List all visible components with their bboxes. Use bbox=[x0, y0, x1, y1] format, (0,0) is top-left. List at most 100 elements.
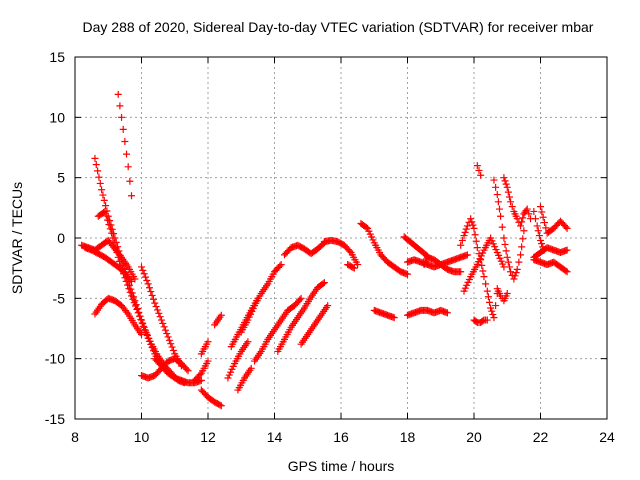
data-point bbox=[134, 309, 142, 317]
data-point bbox=[480, 273, 488, 281]
series-arc-18b bbox=[404, 306, 451, 319]
data-point bbox=[277, 261, 285, 269]
data-point bbox=[276, 262, 284, 270]
data-point bbox=[168, 343, 176, 351]
chart-title: Day 288 of 2020, Sidereal Day-to-day VTE… bbox=[83, 19, 594, 35]
series-left-dip-lower bbox=[81, 244, 136, 285]
data-point bbox=[467, 215, 475, 223]
data-point bbox=[95, 173, 103, 181]
data-point bbox=[484, 293, 492, 301]
series-hump-16 bbox=[320, 236, 362, 269]
data-point bbox=[475, 166, 483, 174]
data-point bbox=[539, 213, 547, 221]
data-point bbox=[503, 290, 511, 298]
y-tick-label: 0 bbox=[57, 230, 65, 246]
series-arc-4 bbox=[274, 279, 328, 355]
data-point bbox=[153, 306, 161, 314]
data-point bbox=[118, 113, 126, 121]
x-tick-label: 12 bbox=[200, 429, 216, 445]
data-point bbox=[169, 346, 177, 354]
data-point bbox=[519, 214, 527, 222]
series-spike-20 bbox=[473, 162, 485, 179]
data-point bbox=[517, 251, 525, 259]
series-rise-10 bbox=[138, 263, 185, 370]
data-point bbox=[157, 316, 165, 324]
data-point bbox=[137, 316, 145, 324]
data-point bbox=[532, 215, 540, 223]
data-point bbox=[109, 234, 117, 242]
data-point bbox=[563, 224, 571, 232]
data-point bbox=[483, 316, 491, 324]
data-point bbox=[519, 235, 527, 243]
data-point bbox=[126, 276, 134, 284]
data-point bbox=[486, 298, 494, 306]
y-tick-label: 10 bbox=[49, 109, 65, 125]
data-point bbox=[346, 247, 354, 255]
data-point bbox=[504, 188, 512, 196]
data-point bbox=[492, 302, 500, 310]
data-point bbox=[167, 340, 175, 348]
data-point bbox=[196, 371, 204, 379]
data-point bbox=[163, 330, 171, 338]
y-tick-label: 5 bbox=[57, 170, 65, 186]
data-point bbox=[562, 223, 570, 231]
data-point bbox=[102, 202, 110, 210]
y-axis-label: SDTVAR / TECUs bbox=[9, 182, 25, 294]
data-point bbox=[502, 247, 510, 255]
data-point bbox=[495, 205, 503, 213]
data-point bbox=[500, 174, 508, 182]
data-point bbox=[503, 183, 511, 191]
data-point bbox=[126, 288, 134, 296]
data-point bbox=[204, 338, 212, 346]
data-point bbox=[143, 276, 151, 284]
series-steep-high-pass bbox=[114, 90, 136, 200]
data-point bbox=[138, 331, 145, 339]
data-point bbox=[138, 319, 146, 327]
data-point bbox=[152, 303, 160, 311]
data-point bbox=[502, 180, 510, 188]
y-tick-label: -10 bbox=[45, 351, 65, 367]
data-point bbox=[184, 367, 192, 375]
data-point bbox=[457, 241, 465, 249]
data-point bbox=[538, 240, 546, 248]
data-point bbox=[525, 210, 533, 218]
data-point bbox=[562, 267, 570, 275]
x-tick-label: 8 bbox=[71, 429, 79, 445]
data-point bbox=[490, 176, 498, 184]
data-point bbox=[473, 162, 481, 170]
data-point bbox=[503, 253, 511, 261]
data-point bbox=[96, 179, 104, 187]
data-point bbox=[145, 284, 153, 292]
data-point bbox=[130, 299, 138, 307]
data-point bbox=[443, 309, 451, 317]
data-point bbox=[534, 227, 542, 235]
data-point bbox=[539, 243, 547, 251]
data-point bbox=[94, 167, 102, 175]
data-point bbox=[362, 223, 370, 231]
data-point bbox=[515, 258, 523, 266]
data-point bbox=[123, 150, 131, 158]
series-left-dip-upper bbox=[78, 236, 139, 283]
data-point bbox=[404, 270, 411, 278]
data-point bbox=[148, 291, 156, 299]
data-point bbox=[123, 308, 131, 316]
series-band-22a bbox=[530, 244, 571, 261]
series-arc-5 bbox=[297, 302, 332, 348]
series-hump-15 bbox=[280, 239, 328, 259]
series-upper-bottom-2 bbox=[191, 357, 212, 384]
data-point bbox=[504, 258, 512, 266]
data-point bbox=[518, 218, 526, 226]
data-point bbox=[535, 232, 543, 240]
data-point bbox=[147, 288, 155, 296]
data-point bbox=[128, 292, 136, 300]
data-point bbox=[501, 177, 509, 185]
data-point bbox=[106, 225, 114, 233]
data-point bbox=[140, 270, 148, 278]
data-point bbox=[247, 364, 255, 372]
data-point bbox=[477, 171, 485, 179]
series-trough-cluster bbox=[138, 355, 192, 382]
data-point bbox=[139, 266, 147, 274]
data-point bbox=[217, 402, 225, 410]
data-point bbox=[349, 263, 357, 271]
y-tick-label: 15 bbox=[49, 49, 65, 65]
